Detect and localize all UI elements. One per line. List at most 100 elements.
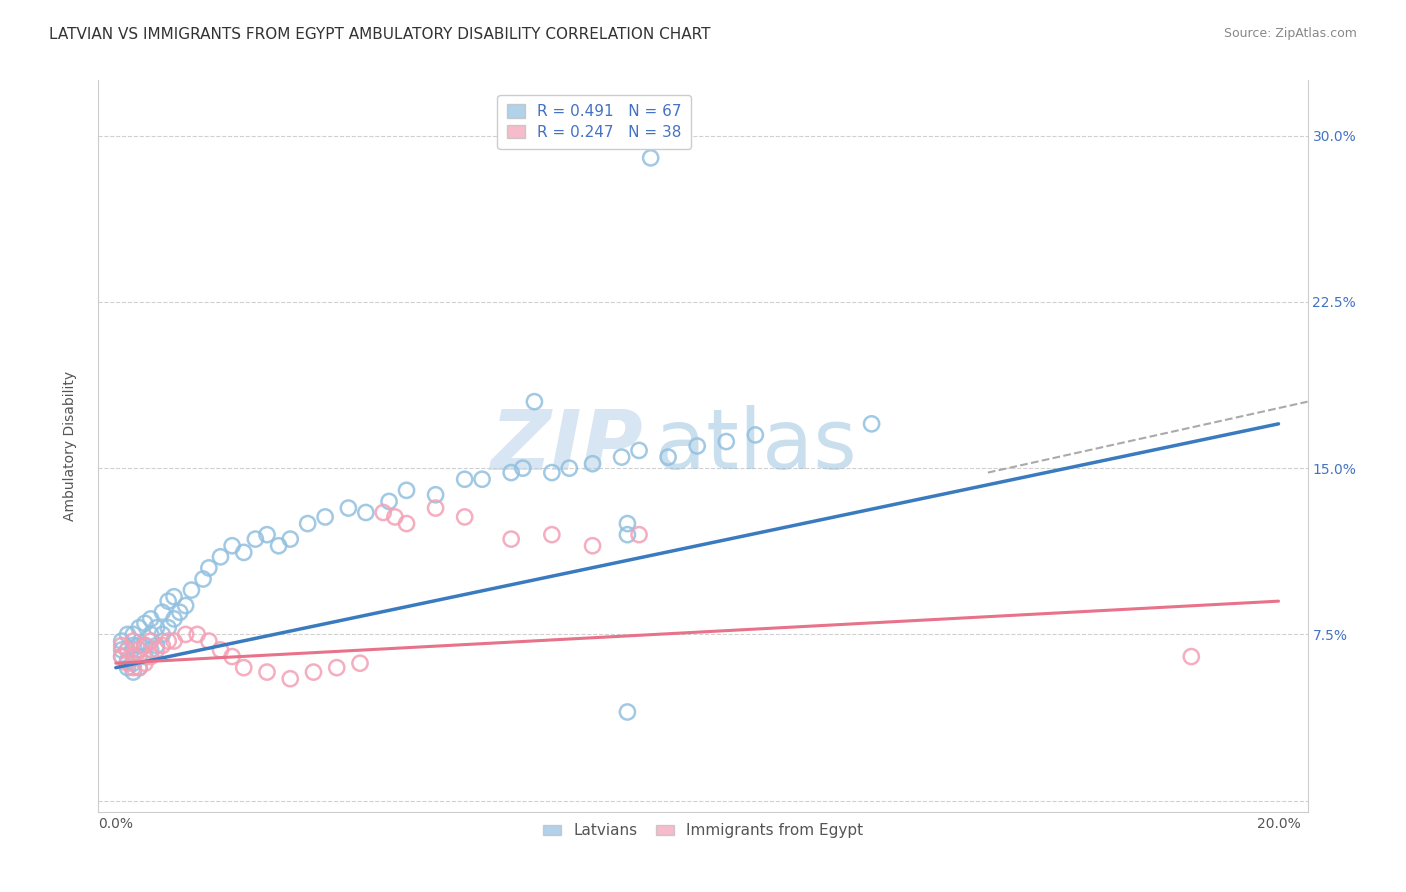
Point [373, 506, 395, 520]
Point [221, 539, 243, 553]
Point [628, 443, 651, 458]
Point [111, 649, 134, 664]
Point [523, 394, 546, 409]
Point [610, 450, 633, 464]
Point [117, 660, 139, 674]
Text: atlas: atlas [655, 406, 856, 486]
Point [139, 643, 162, 657]
Point [581, 457, 603, 471]
Point [453, 510, 475, 524]
Point [267, 539, 290, 553]
Point [122, 634, 145, 648]
Point [117, 654, 139, 668]
Y-axis label: Ambulatory Disability: Ambulatory Disability [63, 371, 77, 521]
Point [232, 660, 254, 674]
Point [278, 672, 301, 686]
Point [297, 516, 319, 531]
Point [198, 561, 221, 575]
Point [134, 639, 156, 653]
Point [111, 649, 134, 664]
Point [157, 621, 180, 635]
Point [501, 532, 523, 546]
Point [157, 634, 180, 648]
Point [150, 627, 173, 641]
Point [540, 466, 562, 480]
Point [117, 643, 139, 657]
Point [122, 657, 145, 671]
Point [122, 665, 145, 679]
Point [640, 151, 662, 165]
Point [117, 643, 139, 657]
Point [245, 532, 267, 546]
Point [512, 461, 534, 475]
Point [425, 488, 447, 502]
Point [117, 627, 139, 641]
Point [150, 639, 173, 653]
Point [686, 439, 709, 453]
Point [169, 605, 191, 619]
Point [540, 527, 562, 541]
Point [174, 627, 197, 641]
Point [198, 634, 221, 648]
Point [134, 616, 156, 631]
Legend: Latvians, Immigrants from Egypt: Latvians, Immigrants from Egypt [537, 817, 869, 845]
Point [134, 649, 156, 664]
Point [860, 417, 883, 431]
Point [117, 657, 139, 671]
Text: ZIP: ZIP [489, 406, 643, 486]
Point [145, 621, 167, 635]
Point [134, 639, 156, 653]
Point [163, 590, 186, 604]
Point [139, 649, 162, 664]
Point [209, 549, 232, 564]
Point [1180, 649, 1202, 664]
Point [128, 639, 150, 653]
Point [163, 634, 186, 648]
Point [395, 516, 418, 531]
Point [256, 527, 278, 541]
Point [111, 634, 134, 648]
Text: LATVIAN VS IMMIGRANTS FROM EGYPT AMBULATORY DISABILITY CORRELATION CHART: LATVIAN VS IMMIGRANTS FROM EGYPT AMBULAT… [49, 27, 710, 42]
Point [139, 634, 162, 648]
Point [134, 657, 156, 671]
Point [395, 483, 418, 498]
Point [145, 643, 167, 657]
Point [453, 472, 475, 486]
Point [744, 428, 766, 442]
Point [232, 545, 254, 559]
Point [471, 472, 494, 486]
Point [111, 639, 134, 653]
Point [302, 665, 325, 679]
Point [354, 506, 377, 520]
Point [616, 527, 638, 541]
Point [616, 705, 638, 719]
Point [326, 660, 349, 674]
Point [256, 665, 278, 679]
Point [128, 643, 150, 657]
Point [122, 639, 145, 653]
Point [378, 494, 401, 508]
Point [180, 583, 202, 598]
Point [425, 501, 447, 516]
Point [384, 510, 406, 524]
Point [191, 572, 214, 586]
Text: Source: ZipAtlas.com: Source: ZipAtlas.com [1223, 27, 1357, 40]
Point [716, 434, 738, 449]
Point [278, 532, 301, 546]
Point [163, 612, 186, 626]
Point [128, 660, 150, 674]
Point [139, 612, 162, 626]
Point [501, 466, 523, 480]
Point [157, 594, 180, 608]
Point [616, 516, 638, 531]
Point [337, 501, 360, 516]
Point [174, 599, 197, 613]
Point [150, 605, 173, 619]
Point [111, 643, 134, 657]
Point [221, 649, 243, 664]
Point [657, 450, 679, 464]
Point [581, 539, 603, 553]
Point [209, 643, 232, 657]
Point [122, 660, 145, 674]
Point [349, 657, 371, 671]
